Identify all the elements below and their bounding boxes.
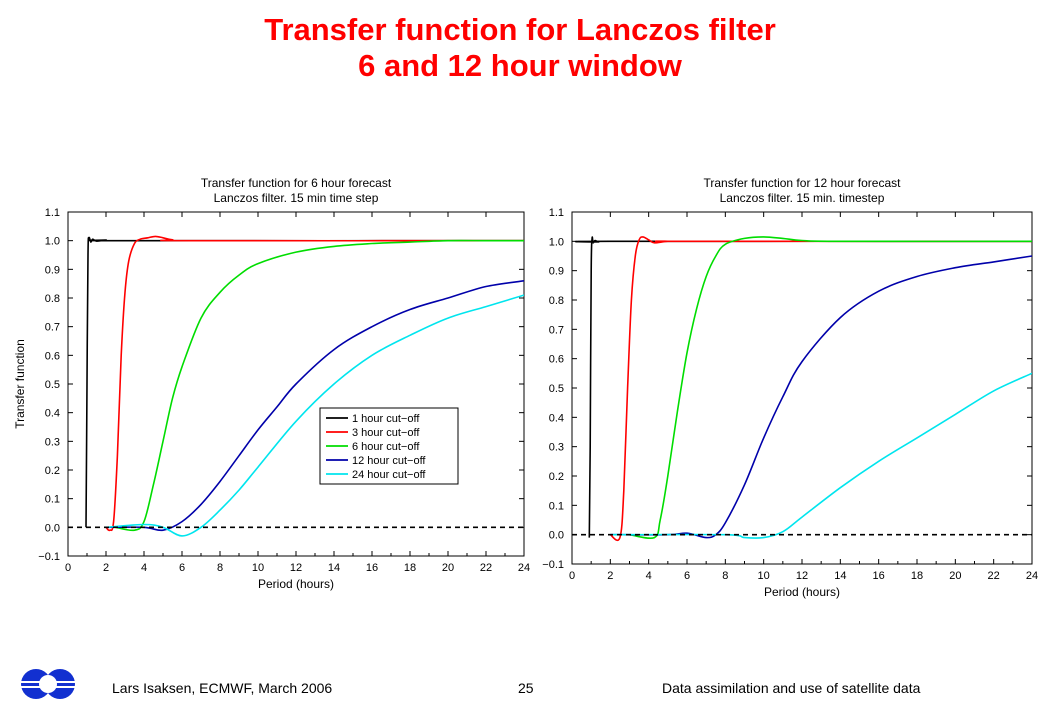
y-tick-label: 0.0	[45, 522, 60, 534]
x-axis-label: Period (hours)	[258, 577, 334, 591]
legend-label: 24 hour cut−off	[352, 469, 426, 481]
x-tick-label: 14	[834, 570, 846, 582]
x-tick-label: 18	[404, 562, 416, 574]
x-tick-label: 4	[646, 570, 652, 582]
y-tick-label: 0.3	[549, 442, 564, 454]
footer-course: Data assimilation and use of satellite d…	[662, 680, 921, 696]
series-line-2	[105, 235, 524, 532]
y-tick-label: 0.1	[549, 500, 564, 512]
ecmwf-logo-icon	[20, 669, 76, 699]
page-number: 25	[518, 680, 534, 696]
y-tick-label: 0.2	[549, 471, 564, 483]
y-tick-label: 0.4	[549, 412, 564, 424]
series-line-1	[85, 236, 524, 528]
x-tick-label: 12	[796, 570, 808, 582]
y-tick-label: 0.9	[549, 266, 564, 278]
y-tick-label: −0.1	[542, 559, 564, 571]
series-line-3	[115, 239, 524, 532]
x-tick-label: 16	[873, 570, 885, 582]
y-tick-label: 0.3	[45, 436, 60, 448]
x-tick-label: 22	[480, 562, 492, 574]
series-line-2	[609, 236, 1032, 542]
y-tick-label: 0.6	[45, 350, 60, 362]
y-tick-label: 0.8	[549, 295, 564, 307]
x-tick-label: 18	[911, 570, 923, 582]
y-tick-label: 0.5	[549, 383, 564, 395]
chart-6-hour-forecast: Transfer function for 6 hour forecastLan…	[13, 176, 530, 591]
legend-label: 1 hour cut−off	[352, 413, 420, 425]
x-tick-label: 2	[607, 570, 613, 582]
y-tick-label: 0.9	[45, 264, 60, 276]
y-tick-label: −0.1	[38, 551, 60, 563]
x-tick-label: 10	[758, 570, 770, 582]
legend-label: 3 hour cut−off	[352, 427, 420, 439]
x-tick-label: 2	[103, 562, 109, 574]
x-tick-label: 4	[141, 562, 147, 574]
chart-title: Transfer function for 12 hour forecast	[704, 176, 902, 190]
x-tick-label: 6	[179, 562, 185, 574]
y-tick-label: 0.5	[45, 379, 60, 391]
y-tick-label: 0.8	[45, 293, 60, 305]
x-tick-label: 8	[722, 570, 728, 582]
slide-title: Transfer function for Lanczos filter 6 a…	[0, 12, 1040, 84]
chart-legend: 1 hour cut−off 3 hour cut−off 6 hour cut−o…	[319, 407, 459, 485]
y-tick-label: 1.0	[549, 236, 564, 248]
series-line-5	[610, 372, 1032, 539]
footer-author: Lars Isaksen, ECMWF, March 2006	[112, 680, 333, 696]
legend-label: 12 hour cut−off	[352, 455, 426, 467]
y-tick-label: 0.7	[45, 322, 60, 334]
x-tick-label: 12	[290, 562, 302, 574]
series-line-3	[629, 236, 1032, 540]
series-line-1	[575, 236, 1032, 538]
y-tick-label: 0.2	[45, 465, 60, 477]
plot-frame	[571, 211, 1033, 565]
x-axis-label: Period (hours)	[764, 585, 840, 599]
series-line-4	[610, 255, 1032, 539]
y-tick-label: 0.6	[549, 354, 564, 366]
x-tick-label: 20	[442, 562, 454, 574]
y-axis-label: Transfer function	[13, 339, 27, 429]
x-tick-label: 20	[949, 570, 961, 582]
x-tick-label: 22	[988, 570, 1000, 582]
slide-title-line1: Transfer function for Lanczos filter	[264, 12, 776, 47]
x-tick-label: 24	[518, 562, 530, 574]
chart-subtitle: Lanczos filter. 15 min. timestep	[720, 191, 885, 205]
y-tick-label: 0.1	[45, 494, 60, 506]
series-line-4	[105, 280, 524, 532]
x-tick-label: 16	[366, 562, 378, 574]
y-tick-label: 0.4	[45, 408, 60, 420]
slide-title-line2: 6 and 12 hour window	[358, 48, 682, 83]
chart-subtitle: Lanczos filter. 15 min time step	[214, 191, 379, 205]
y-tick-label: 1.1	[549, 207, 564, 219]
x-tick-label: 10	[252, 562, 264, 574]
chart-12-hour-forecast: Transfer function for 12 hour forecastLa…	[542, 176, 1038, 599]
x-tick-label: 24	[1026, 570, 1038, 582]
y-tick-label: 0.7	[549, 324, 564, 336]
y-tick-label: 0.0	[549, 530, 564, 542]
x-tick-label: 6	[684, 570, 690, 582]
x-tick-label: 8	[217, 562, 223, 574]
legend-label: 6 hour cut−off	[352, 441, 420, 453]
x-tick-label: 0	[569, 570, 575, 582]
x-tick-label: 0	[65, 562, 71, 574]
y-tick-label: 1.0	[45, 236, 60, 248]
x-tick-label: 14	[328, 562, 340, 574]
series-line-5	[105, 294, 524, 537]
chart-title: Transfer function for 6 hour forecast	[201, 176, 392, 190]
y-tick-label: 1.1	[45, 207, 60, 219]
